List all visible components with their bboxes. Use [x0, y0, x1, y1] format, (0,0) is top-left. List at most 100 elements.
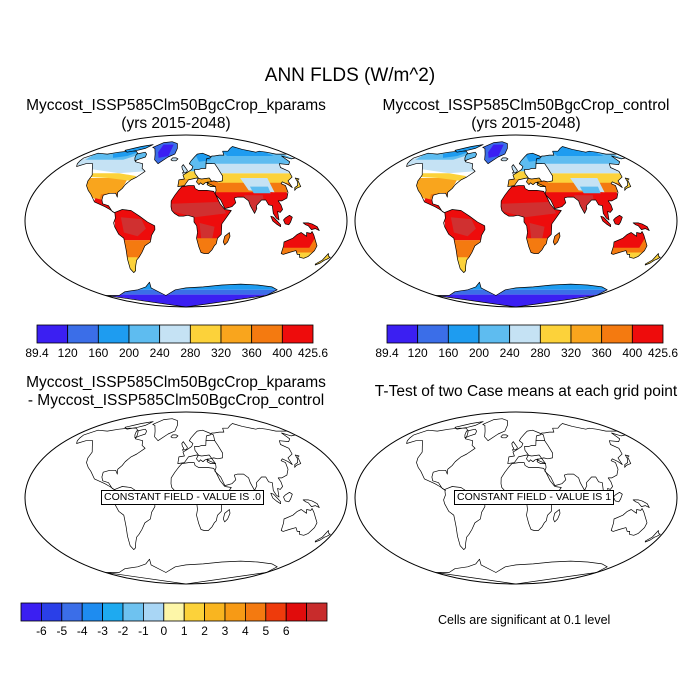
landmass-madag: [553, 232, 560, 245]
coastline-borneo: [613, 491, 623, 503]
coastline-borneo: [283, 214, 293, 226]
coastline-nz: [314, 530, 331, 543]
panel-2-title: Myccost_ISSP585Clm50BgcCrop_control (yrs…: [372, 97, 680, 133]
coastline-green: [152, 418, 178, 442]
coastline-ice: [170, 157, 179, 162]
panel-2-title-line1: Myccost_ISSP585Clm50BgcCrop_control: [382, 97, 670, 114]
panel-3-title-line1: Myccost_ISSP585Clm50BgcCrop_kparams: [26, 374, 326, 391]
coastline-uk: [181, 164, 188, 174]
coastline-ice: [500, 157, 509, 162]
constant-field-label-ttest: CONSTANT FIELD - VALUE IS 1: [454, 490, 615, 505]
coastline-asia: [205, 146, 296, 221]
coastline-eu: [177, 429, 216, 464]
coastline-green: [482, 418, 508, 442]
coastline-png: [302, 222, 320, 231]
colorbar-swatch: [417, 324, 449, 344]
coastline-sa: [113, 209, 156, 273]
coastline-png: [302, 499, 320, 508]
coastline-aus: [610, 508, 648, 536]
colorbar-flds-kparams: 89.4 120 160 200 240 280 320 360 400 425.6: [25, 324, 328, 360]
landmass-ant: [435, 282, 608, 307]
coastline-aus: [280, 231, 318, 259]
colorbar-swatch: [478, 324, 511, 344]
colorbar-tick-label: 5: [262, 624, 269, 638]
coastline-eu: [177, 152, 216, 187]
colorbar-swatch: [509, 324, 541, 344]
colorbar-swatch: [251, 324, 283, 344]
coastline-indo: [270, 492, 282, 505]
landmass-sa: [113, 209, 155, 273]
coastline-eu: [507, 152, 546, 187]
colorbar-swatch: [204, 602, 226, 622]
colorbar-swatch: [128, 324, 161, 344]
colorbar-swatch: [306, 602, 328, 622]
colorbar-tick-label: 120: [58, 346, 78, 360]
coastline-asia: [535, 423, 626, 498]
colorbar-swatch: [601, 324, 633, 344]
colorbar-tick-label: 0: [160, 624, 167, 638]
coastline-nz: [314, 253, 331, 266]
colorbar-tick-label: 280: [530, 346, 550, 360]
coastline-ant: [435, 281, 608, 307]
coastline-ice: [170, 434, 179, 439]
colorbar-swatch: [67, 324, 99, 344]
colorbar-swatch: [285, 602, 308, 622]
colorbar-difference: -6 -5 -4 -3 -2 -1 0 1 2 3 4 5 6: [20, 602, 328, 638]
panel-1-title-line1: Myccost_ISSP585Clm50BgcCrop_kparams: [26, 97, 326, 114]
colorbar-tick-label: -5: [56, 624, 67, 638]
coastline-af: [500, 185, 562, 254]
colorbar-flds-control: 89.4 120 160 200 240 280 320 360 400 425.6: [375, 324, 678, 360]
colorbar-tick-label: 2: [201, 624, 208, 638]
coastline-indo: [600, 215, 612, 228]
coastline-madag: [222, 509, 231, 523]
coastline-png: [632, 499, 650, 508]
coastline-na: [406, 427, 476, 491]
landmass-madag: [223, 232, 230, 245]
colorbar-swatch: [159, 324, 191, 344]
colorbar-tick-label: 320: [561, 346, 581, 360]
colorbar-swatch: [224, 602, 246, 622]
colorbar-swatch: [447, 324, 480, 344]
coastline-ant: [435, 558, 608, 584]
panel-4-title: T-Test of two Case means at each grid po…: [374, 383, 678, 400]
coastline-aus: [610, 231, 648, 259]
colorbar-tick-label: 400: [622, 346, 642, 360]
colorbar-swatch: [183, 602, 205, 622]
coastline-green: [152, 141, 178, 165]
colorbar-swatch: [570, 324, 603, 344]
coastline-madeup_arctic: [124, 144, 154, 153]
colorbar-tick-label: 360: [242, 346, 262, 360]
coastline-madag: [552, 509, 561, 523]
significance-note: Cells are significant at 0.1 level: [438, 613, 611, 627]
map-outline: [24, 134, 348, 308]
colorbar-swatch: [386, 324, 419, 344]
colorbar-tick-label: 6: [283, 624, 290, 638]
coastline-png: [632, 222, 650, 231]
coastline-nz: [644, 530, 661, 543]
coastline-eu: [507, 429, 546, 464]
coastline-aus: [280, 508, 318, 536]
colorbar-tick-label: 3: [222, 624, 229, 638]
colorbar-tick-label: -1: [138, 624, 149, 638]
colorbar-swatch: [61, 602, 83, 622]
coastline-borneo: [613, 214, 623, 226]
landmass-aus: [611, 231, 647, 259]
coastline-indo: [270, 215, 282, 228]
landmass-ant: [105, 282, 278, 307]
coastline-madeup_arctic: [454, 144, 484, 153]
colorbar-swatch: [163, 602, 185, 622]
coastline-asia: [535, 146, 626, 221]
colorbar-tick-label: 1: [181, 624, 188, 638]
colorbar-swatch: [102, 602, 124, 622]
colorbar-swatch: [281, 324, 314, 344]
colorbar-swatch: [97, 324, 130, 344]
coastline-baffin: [464, 151, 477, 162]
coastline-borneo: [283, 491, 293, 503]
map-land-layer: [76, 418, 331, 584]
coastline-baffin: [134, 151, 147, 162]
coastline-madeup_arctic: [124, 421, 154, 430]
colorbar-swatch: [41, 602, 63, 622]
coastline-madag: [552, 232, 561, 246]
landmass-aus: [281, 231, 317, 259]
coastline-green: [482, 141, 508, 165]
